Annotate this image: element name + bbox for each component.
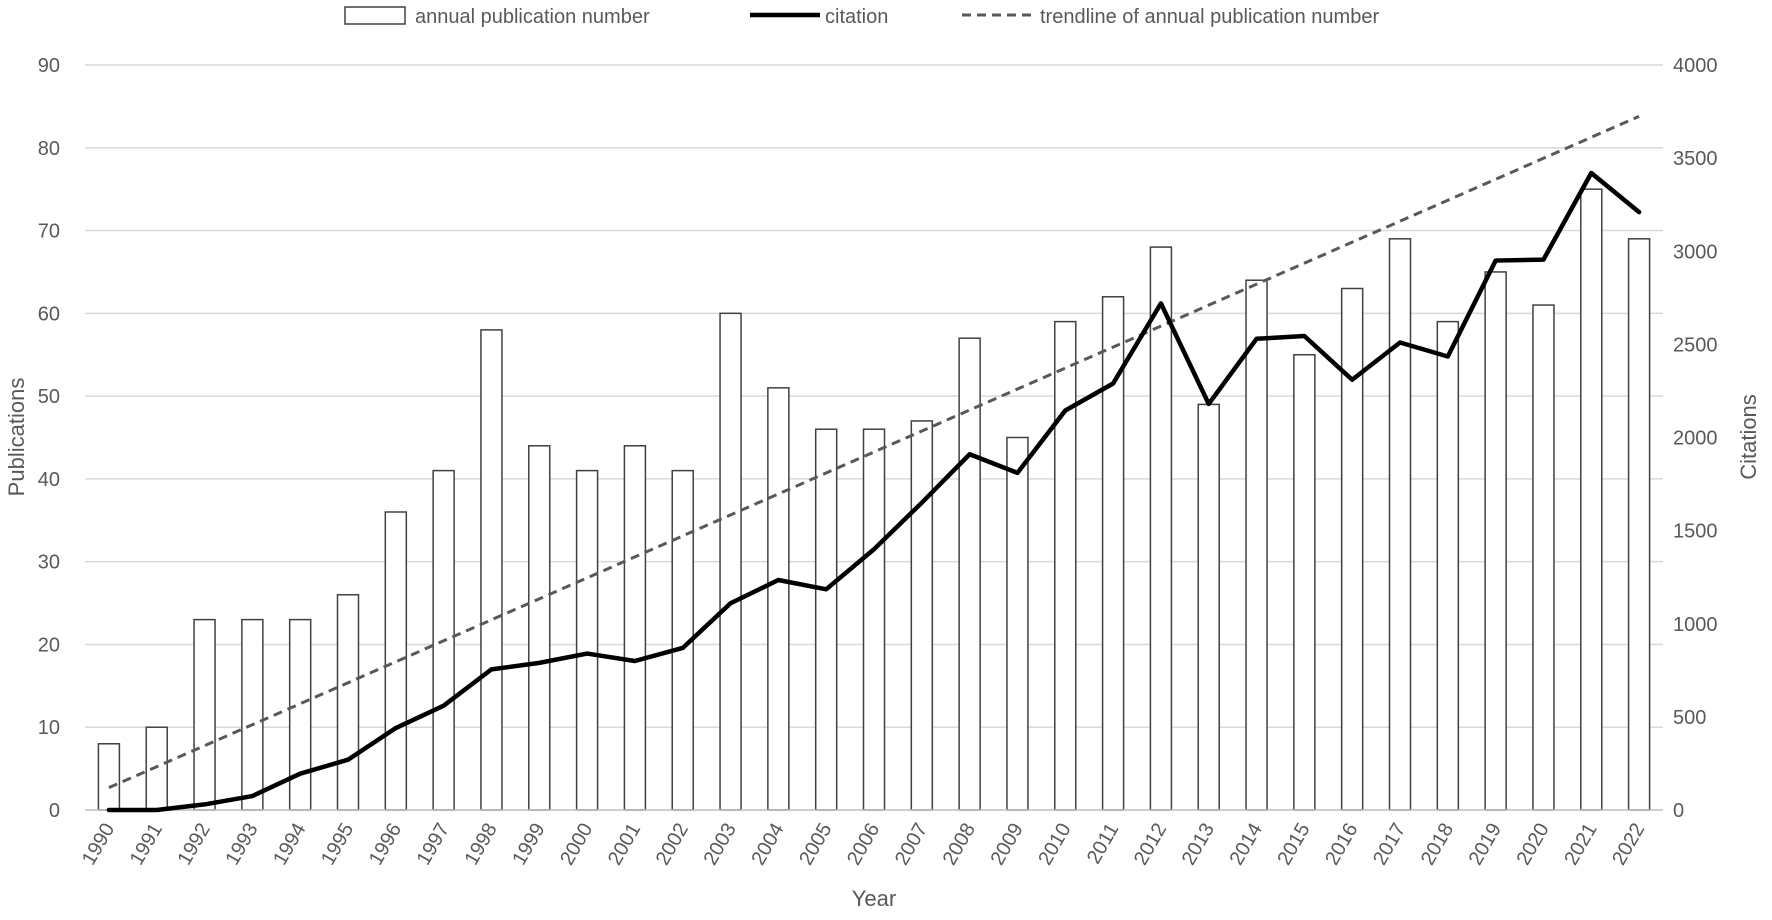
legend-label-citation: citation <box>825 6 888 28</box>
publication-bar <box>1580 188 1603 811</box>
x-tick-label: 1999 <box>508 820 549 870</box>
publication-bar <box>1532 304 1555 811</box>
publication-bar <box>1293 353 1316 811</box>
x-tick-label: 1997 <box>413 820 454 870</box>
publication-bar <box>1388 238 1412 811</box>
publication-bar <box>528 445 551 811</box>
publication-bar <box>1006 436 1029 811</box>
y-tick-label-left: 40 <box>38 469 60 491</box>
x-tick-label: 2017 <box>1369 820 1410 870</box>
x-tick-label: 2001 <box>604 820 645 870</box>
publication-bar <box>1245 279 1268 811</box>
publication-bar <box>1197 403 1220 811</box>
x-tick-label: 1996 <box>365 820 406 870</box>
y-tick-label-left: 10 <box>38 717 60 739</box>
publication-bar <box>1627 238 1651 811</box>
publication-bar <box>814 428 838 811</box>
x-tick-label: 2004 <box>747 820 788 870</box>
x-tick-label: 2005 <box>795 820 836 870</box>
publication-bar <box>1436 320 1460 811</box>
publication-bar <box>767 387 790 811</box>
publication-bar <box>719 312 742 811</box>
publication-bar <box>623 445 647 811</box>
x-tick-label: 2008 <box>939 820 980 870</box>
publication-bar <box>1054 320 1077 811</box>
y-tick-label-right: 3000 <box>1673 241 1718 263</box>
x-tick-label: 2015 <box>1273 820 1314 870</box>
x-tick-label: 2014 <box>1226 820 1267 870</box>
y-tick-label-right: 500 <box>1673 707 1706 729</box>
y-tick-label-left: 80 <box>38 138 60 160</box>
x-tick-label: 2010 <box>1034 820 1075 870</box>
publication-bar <box>1149 246 1173 811</box>
x-tick-label: 2006 <box>843 820 884 870</box>
publication-bar <box>384 511 408 811</box>
publication-bar <box>480 329 503 811</box>
publication-bar <box>1484 271 1507 811</box>
x-tick-label: 2018 <box>1417 820 1458 870</box>
x-tick-label: 2022 <box>1608 820 1649 870</box>
trendline <box>108 114 1640 790</box>
x-tick-label: 2003 <box>700 820 741 870</box>
x-tick-label: 1992 <box>174 820 215 870</box>
y-tick-label-right: 1000 <box>1673 614 1718 636</box>
y-tick-label-right: 4000 <box>1673 55 1718 77</box>
x-tick-label: 2021 <box>1560 820 1601 870</box>
publication-bar <box>241 618 264 811</box>
x-tick-label: 2009 <box>986 820 1027 870</box>
x-axis-title: Year <box>852 886 896 911</box>
y-tick-label-right: 0 <box>1673 800 1684 822</box>
y-tick-label-right: 2000 <box>1673 428 1718 450</box>
x-tick-label: 2020 <box>1512 820 1553 870</box>
legend-bar-swatch <box>344 6 406 25</box>
x-tick-label: 2019 <box>1465 820 1506 870</box>
publication-bar <box>288 618 312 811</box>
x-tick-label: 1991 <box>126 820 167 870</box>
y-tick-label-left: 90 <box>38 55 60 77</box>
legend-label-trendline: trendline of annual publication number <box>1040 6 1379 28</box>
x-tick-label: 1995 <box>317 820 358 870</box>
legend-label-publications: annual publication number <box>415 6 650 28</box>
x-tick-label: 1990 <box>78 820 119 870</box>
x-tick-label: 2002 <box>652 820 693 870</box>
y-tick-label-right: 1500 <box>1673 521 1718 543</box>
y-tick-label-right: 3500 <box>1673 148 1718 170</box>
y-tick-label-right: 2500 <box>1673 334 1718 356</box>
x-tick-label: 2000 <box>556 820 597 870</box>
y-tick-label-left: 50 <box>38 386 60 408</box>
publication-bar <box>575 469 599 811</box>
citation-line <box>106 170 1642 813</box>
y-axis-title-left: Publications <box>4 378 29 497</box>
publication-bar <box>958 337 981 811</box>
x-tick-label: 1993 <box>221 820 262 870</box>
x-tick-label: 2016 <box>1321 820 1362 870</box>
x-tick-label: 1998 <box>460 820 501 870</box>
x-tick-label: 2013 <box>1178 820 1219 870</box>
publication-bar <box>1340 287 1364 811</box>
publication-bar <box>336 594 360 811</box>
x-tick-label: 2011 <box>1083 820 1124 868</box>
y-tick-label-left: 20 <box>38 634 60 656</box>
publication-bar <box>193 618 216 811</box>
publication-bar <box>910 420 934 811</box>
y-tick-label-left: 30 <box>38 552 60 574</box>
publication-bar <box>97 743 121 811</box>
y-tick-label-left: 70 <box>38 221 60 243</box>
x-tick-label: 2007 <box>891 820 932 870</box>
y-tick-label-left: 0 <box>49 800 60 822</box>
x-tick-label: 1994 <box>269 820 310 870</box>
y-axis-title-right: Citations <box>1736 394 1761 480</box>
y-tick-label-left: 60 <box>38 303 60 325</box>
publication-bar <box>145 726 168 811</box>
publication-bar <box>862 428 886 811</box>
x-tick-label: 2012 <box>1130 820 1171 870</box>
